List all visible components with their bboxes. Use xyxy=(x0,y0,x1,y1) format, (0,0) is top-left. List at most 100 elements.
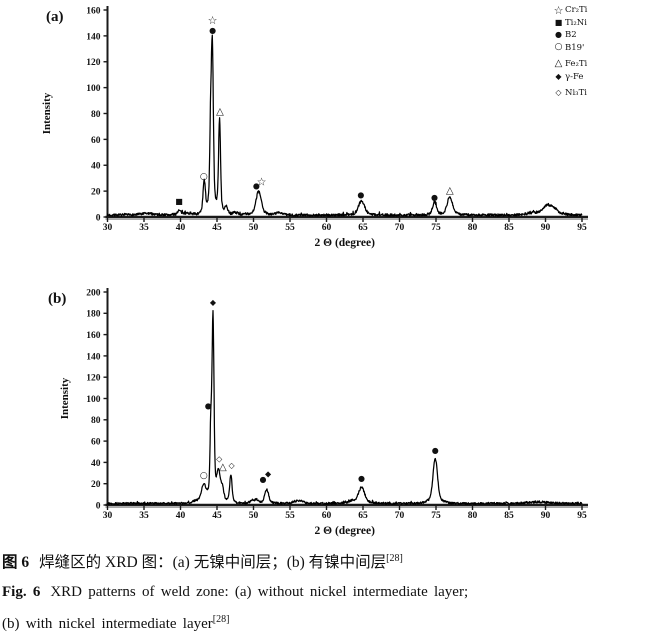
y-tick-label: 200 xyxy=(86,288,101,298)
legend-symbol-icon: ○ xyxy=(554,42,563,53)
legend-label: B2 xyxy=(565,30,577,40)
x-tick-label: 35 xyxy=(139,223,149,233)
x-tick-label: 65 xyxy=(358,511,368,521)
x-tick-label: 60 xyxy=(322,223,332,233)
panel-label: (b) xyxy=(48,291,66,307)
figure-caption: 图 6 焊缝区的 XRD 图：(a) 无镍中间层；(b) 有镍中间层[28] Fi… xyxy=(2,544,654,638)
x-tick-label: 55 xyxy=(285,223,295,233)
caption-zh-number: 图 6 xyxy=(2,554,30,572)
x-tick-label: 75 xyxy=(431,223,441,233)
legend-label: B19' xyxy=(565,42,585,53)
phase-legend: ☆ Cr₂Ti ■ Ti₂Ni ● B2 ○ B19' △ Fe₂Ti ◆ γ-Fe ◇ Ni₃Ti xyxy=(552,4,588,100)
y-tick-label: 20 xyxy=(91,188,101,198)
y-tick-label: 0 xyxy=(96,501,101,511)
y-tick-label: 40 xyxy=(91,459,101,469)
x-tick-label: 75 xyxy=(431,511,441,521)
caption-zh-text: 焊缝区的 XRD 图：(a) 无镍中间层；(b) 有镍中间层 xyxy=(39,554,387,572)
legend-symbol-icon: △ xyxy=(554,58,563,70)
y-tick-label: 140 xyxy=(86,352,101,362)
phase-marker-b2: ● xyxy=(357,191,364,200)
x-tick-label: 35 xyxy=(139,511,149,521)
legend-item-fe: ◆ γ-Fe xyxy=(552,71,587,84)
x-tick-label: 85 xyxy=(504,511,514,521)
x-tick-label: 50 xyxy=(249,223,259,233)
x-tick-label: 90 xyxy=(541,511,551,521)
phase-marker-b2: ● xyxy=(259,475,266,484)
phase-marker-fe: ◆ xyxy=(265,470,272,479)
x-tick-label: 50 xyxy=(249,511,259,521)
y-tick-label: 100 xyxy=(86,84,101,94)
phase-marker-crti: ☆ xyxy=(257,176,267,189)
x-axis-title: 2 Θ (degree) xyxy=(315,237,376,249)
x-tick-label: 30 xyxy=(103,223,113,233)
xrd-trace xyxy=(106,309,583,506)
phase-marker-b2: ● xyxy=(253,181,260,190)
x-axis-title: 2 Θ (degree) xyxy=(315,525,376,537)
x-tick-label: 65 xyxy=(358,223,368,233)
phase-marker-feti: △ xyxy=(219,462,227,473)
legend-label: Fe₂Ti xyxy=(565,59,588,69)
legend-item-b19: ○ B19' xyxy=(552,42,587,55)
caption-line-zh: 图 6 焊缝区的 XRD 图：(a) 无镍中间层；(b) 有镍中间层[28] xyxy=(2,544,654,578)
legend-label: Ti₂Ni xyxy=(565,17,587,28)
phase-marker-feti: △ xyxy=(446,186,454,197)
y-tick-label: 120 xyxy=(86,374,101,384)
y-tick-label: 80 xyxy=(91,416,101,426)
x-tick-label: 80 xyxy=(468,511,478,521)
caption-en-number: Fig. 6 xyxy=(2,584,41,601)
y-tick-label: 160 xyxy=(86,6,101,16)
y-tick-label: 160 xyxy=(86,331,101,341)
legend-label: Cr₂Ti xyxy=(565,5,588,15)
phase-marker-b2: ● xyxy=(358,474,365,483)
phase-marker-niti: ◇ xyxy=(216,455,223,464)
legend-item-feti: △ Fe₂Ti xyxy=(552,58,588,71)
x-tick-label: 95 xyxy=(577,511,587,521)
phase-marker-b2: ● xyxy=(432,446,439,455)
y-tick-label: 40 xyxy=(91,162,101,172)
y-tick-label: 0 xyxy=(96,213,101,223)
legend-label: Ni₃Ti xyxy=(565,88,587,98)
x-tick-label: 40 xyxy=(176,511,186,521)
caption-en-text: XRD patterns of weld zone: (a) without n… xyxy=(50,584,469,601)
x-tick-label: 40 xyxy=(176,223,186,233)
x-tick-label: 95 xyxy=(577,223,587,233)
legend-item-b2: ● B2 xyxy=(552,29,587,42)
x-tick-label: 90 xyxy=(541,223,551,233)
y-tick-label: 140 xyxy=(86,32,101,42)
legend-item-niti: ◇ Ni₃Ti xyxy=(552,87,587,100)
xrd-trace xyxy=(106,34,583,217)
caption-zh-reference: [28] xyxy=(386,553,403,564)
phase-marker-b19: ○ xyxy=(200,471,208,481)
phase-marker-b19: ○ xyxy=(200,172,208,182)
legend-symbol-icon: ◆ xyxy=(555,71,562,81)
legend-label: γ-Fe xyxy=(565,71,584,82)
phase-marker-niti: ◇ xyxy=(229,461,236,470)
legend-symbol-icon: ● xyxy=(555,30,562,40)
x-tick-label: 45 xyxy=(212,223,222,233)
y-tick-label: 80 xyxy=(91,110,101,120)
y-tick-label: 180 xyxy=(86,310,101,320)
x-tick-label: 85 xyxy=(504,223,514,233)
panel-label: (a) xyxy=(46,9,64,25)
y-tick-label: 60 xyxy=(91,438,101,448)
y-tick-label: 120 xyxy=(86,58,101,68)
y-axis-title: Intensity xyxy=(59,377,71,419)
phase-marker-feti: △ xyxy=(216,107,224,118)
phase-marker-fe: ◆ xyxy=(210,298,217,307)
caption-en-text-2: (b) with nickel intermediate layer xyxy=(2,616,213,633)
x-tick-label: 80 xyxy=(468,223,478,233)
xrd-chart-panel-a: 30 35 40 45 50 55 60 65 70 75 80 85 90 95 0 20 40 60 80 100… xyxy=(41,6,588,249)
caption-line-en-2: (b) with nickel intermediate layer[28] xyxy=(2,606,654,638)
phase-marker-b2: ● xyxy=(209,26,216,35)
phase-marker-b2: ● xyxy=(205,401,212,410)
x-tick-label: 60 xyxy=(322,511,332,521)
y-tick-label: 60 xyxy=(91,136,101,146)
x-tick-label: 30 xyxy=(103,511,113,521)
phase-marker-b2: ● xyxy=(431,193,438,202)
caption-line-en-1: Fig. 6 XRD patterns of weld zone: (a) wit… xyxy=(2,578,654,606)
xrd-chart-panel-b: 30 35 40 45 50 55 60 65 70 75 80 85 90 95 0 20 40 60 80 100… xyxy=(48,288,588,537)
legend-item-tini: ■ Ti₂Ni xyxy=(552,17,587,30)
y-tick-label: 100 xyxy=(86,395,101,405)
x-tick-label: 55 xyxy=(285,511,295,521)
